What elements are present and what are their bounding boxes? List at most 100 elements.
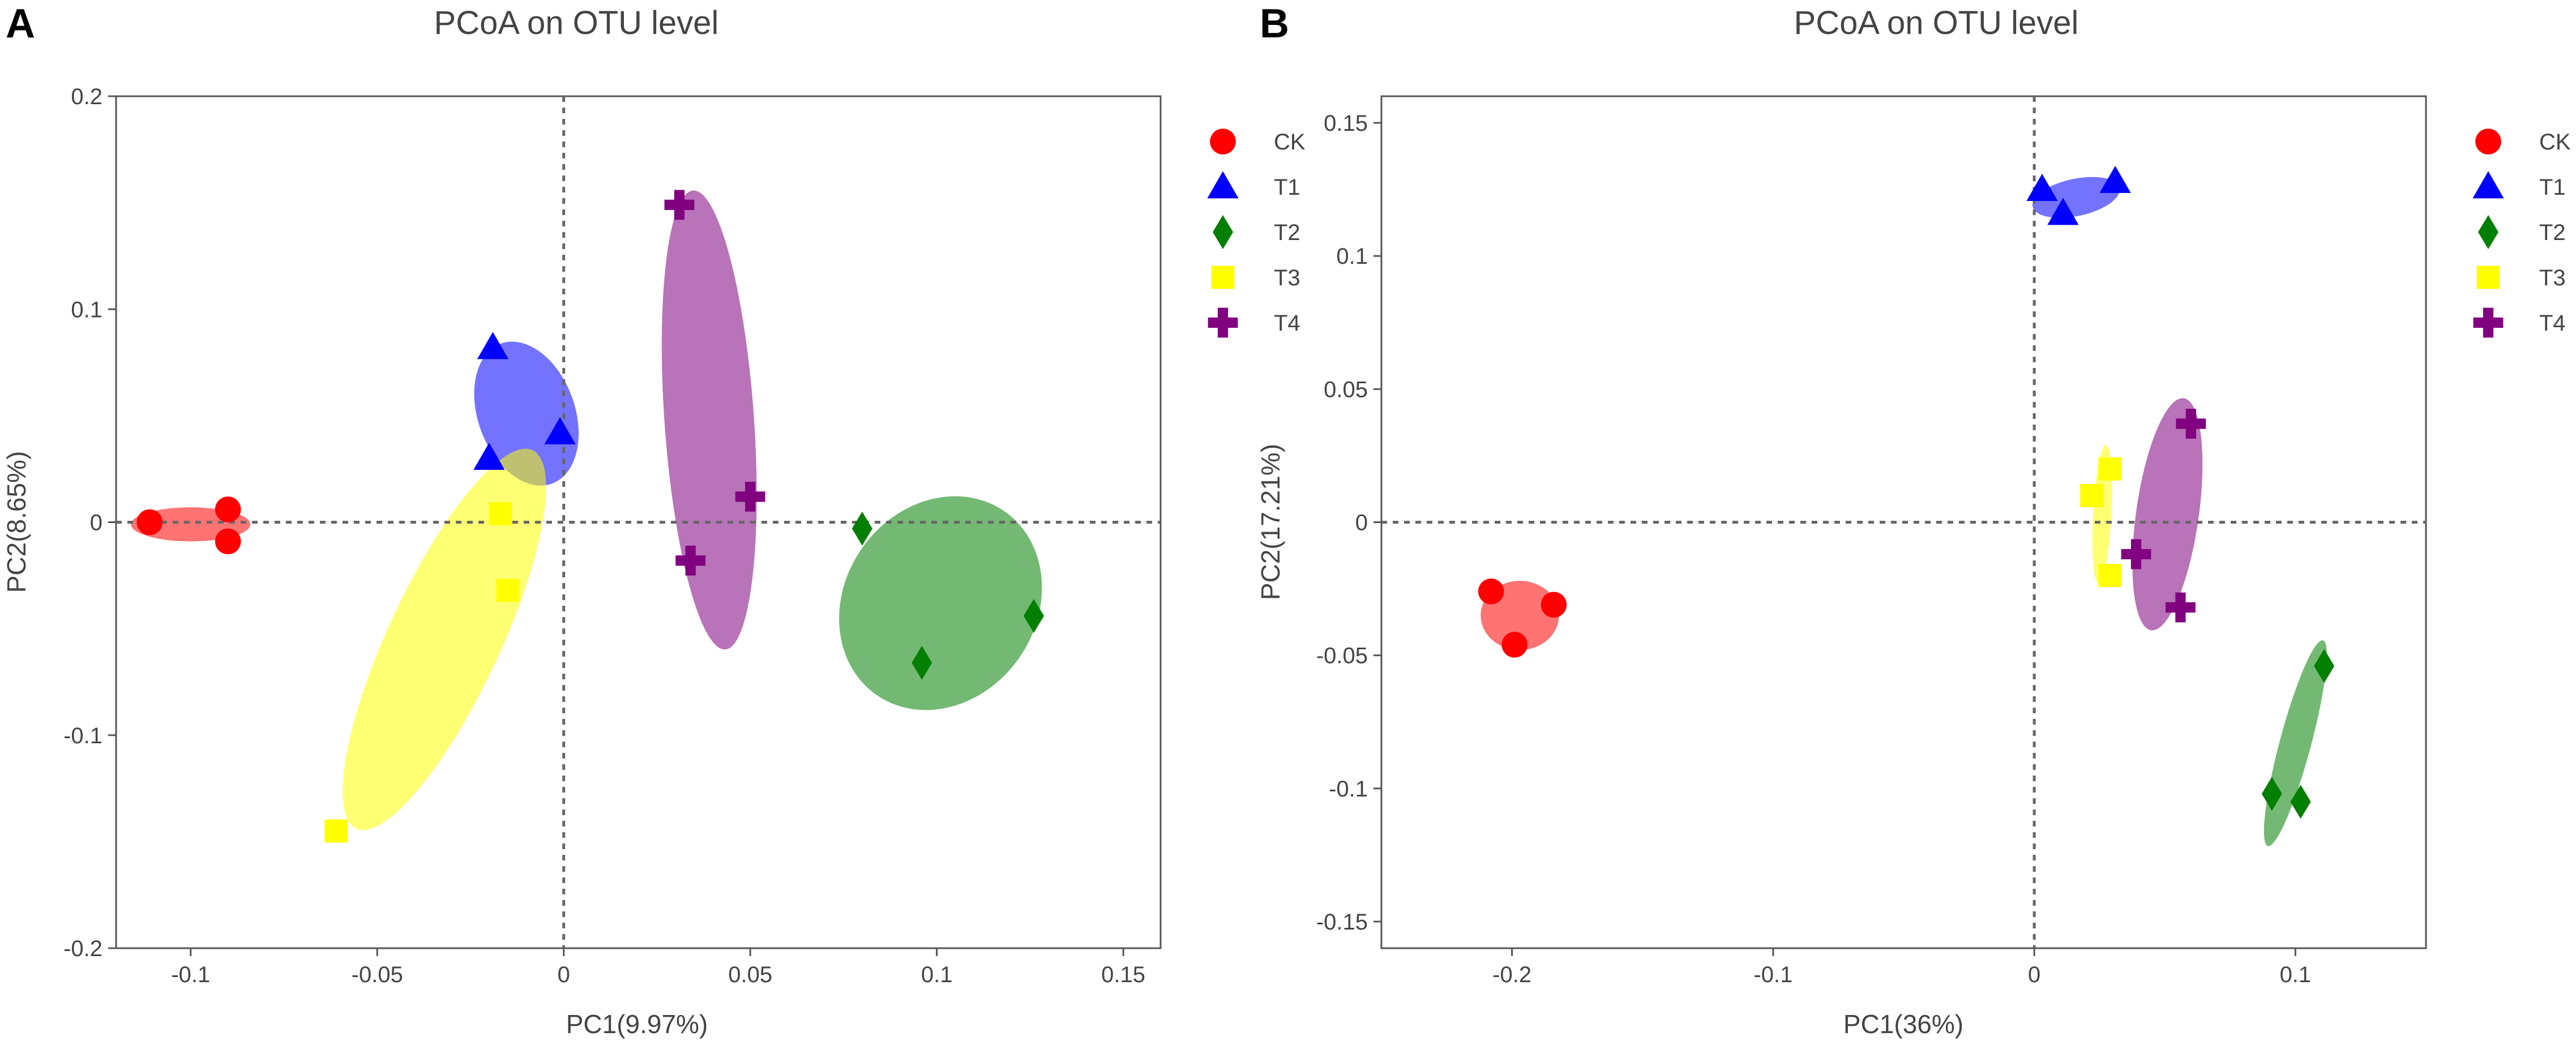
legend-item-t2: T2 (2478, 215, 2566, 249)
y-tick-label: 0.1 (1336, 244, 1368, 269)
legend-marker-t2 (2478, 215, 2498, 249)
x-tick-label: -0.05 (352, 962, 403, 987)
reference-lines-b (1381, 96, 2426, 948)
point-t2 (851, 511, 872, 546)
legend-label: T4 (2539, 311, 2566, 336)
x-ticks-a: -0.1 -0.05 0 0.05 0.1 0.15 (171, 948, 1145, 987)
y-tick-label: -0.1 (1329, 777, 1368, 802)
x-tick-label: 0 (2028, 962, 2040, 987)
point-t2 (2261, 777, 2282, 811)
y-tick-label: 0.1 (71, 297, 102, 322)
point-t3 (2098, 457, 2122, 481)
y-tick-label: -0.15 (1316, 910, 1368, 935)
panel-letter-b: B (1260, 1, 1289, 46)
point-t1 (2047, 198, 2079, 225)
x-ticks-b: -0.2 -0.1 0 0.1 (1492, 948, 2311, 987)
point-t1 (473, 443, 505, 470)
point-t3 (2080, 484, 2103, 507)
point-t1 (2026, 174, 2058, 202)
point-t2 (2314, 649, 2335, 683)
legend-b: CK T1 T2 T3 T4 (2472, 129, 2571, 338)
legend-item-t4: T4 (2473, 307, 2566, 338)
point-t4 (2166, 592, 2196, 623)
chart-title-a: PCoA on OTU level (434, 5, 719, 41)
ellipse-t1 (474, 341, 579, 486)
point-t1 (544, 417, 576, 444)
panel-a: A PCoA on OTU level -0.1 -0.05 0 0.05 0.1 0.1… (2, 1, 1306, 1039)
legend-label: CK (2539, 130, 2571, 155)
ellipses-a (131, 190, 1042, 830)
legend-marker-t1 (2472, 171, 2504, 199)
point-t1 (2099, 165, 2131, 193)
y-tick-label: -0.05 (1316, 644, 1368, 669)
legend-marker-t1 (1207, 171, 1239, 199)
point-t1 (477, 332, 509, 359)
point-t4 (735, 481, 765, 512)
y-tick-label: -0.1 (63, 723, 102, 748)
x-tick-label: -0.1 (1753, 962, 1792, 987)
legend-marker-t3 (1211, 265, 1235, 289)
point-ck (136, 509, 163, 536)
legend-label: T2 (1274, 220, 1300, 245)
point-t3 (2098, 564, 2122, 587)
x-axis-label-b: PC1(36%) (1843, 1009, 1963, 1039)
point-t4 (675, 545, 706, 576)
y-axis-label-b: PC2(17.21%) (1256, 444, 1285, 600)
point-t2 (912, 645, 932, 680)
legend-label: T1 (1274, 175, 1300, 200)
point-ck (215, 528, 241, 555)
point-ck (1541, 592, 1567, 618)
ellipses-b (1480, 177, 2327, 846)
legend-marker-ck (2475, 129, 2501, 155)
point-t4 (2176, 409, 2206, 439)
panel-b: B PCoA on OTU level -0.2 -0.1 0 0.1 -0.15-0… (1256, 1, 2571, 1039)
points-b (1478, 165, 2335, 819)
ellipse-t2 (839, 496, 1042, 710)
legend-marker-t3 (2476, 265, 2500, 289)
y-tick-label: 0 (1355, 511, 1368, 536)
x-tick-label: -0.1 (171, 962, 210, 987)
y-ticks-b: -0.15 -0.1 -0.05 0 0.05 0.1 0.15 (1316, 111, 1381, 935)
legend-label: T3 (2539, 265, 2566, 290)
y-tick-label: 0 (90, 511, 102, 536)
point-t4 (664, 190, 695, 220)
y-ticks-a: -0.2 -0.1 0 0.1 0.2 (63, 84, 116, 961)
legend-marker-t2 (1213, 215, 1233, 249)
ellipse-t4 (2132, 398, 2203, 631)
x-tick-label: 0.05 (728, 962, 772, 987)
legend-item-ck: CK (2475, 129, 2571, 155)
y-axis-label-a: PC2(8.65%) (2, 451, 31, 593)
legend-label: T1 (2539, 175, 2566, 200)
point-t2 (1023, 599, 1044, 633)
legend-item-t1: T1 (1207, 171, 1300, 200)
y-tick-label: -0.2 (63, 936, 102, 961)
legend-label: T4 (1274, 311, 1300, 336)
point-t3 (489, 502, 512, 525)
legend-a: CK T1 T2 T3 T4 (1207, 129, 1306, 338)
y-tick-label: 0.2 (71, 84, 102, 109)
legend-item-t1: T1 (2472, 171, 2566, 200)
x-tick-label: 0 (558, 962, 570, 987)
legend-item-ck: CK (1210, 129, 1306, 155)
point-t3 (496, 579, 520, 602)
ellipse-t3 (343, 448, 546, 830)
ellipse-t1 (2032, 177, 2120, 218)
point-ck (215, 496, 241, 522)
legend-marker-ck (1210, 129, 1236, 155)
x-tick-label: 0.1 (2280, 962, 2312, 987)
point-ck (1501, 632, 1528, 658)
legend-item-t3: T3 (1211, 265, 1300, 290)
x-axis-label-a: PC1(9.97%) (566, 1009, 708, 1039)
y-tick-label: 0.05 (1324, 377, 1368, 402)
chart-title-b: PCoA on OTU level (1794, 5, 2079, 41)
legend-item-t4: T4 (1208, 307, 1300, 338)
legend-label: CK (1274, 130, 1306, 155)
points-a (136, 190, 1044, 843)
legend-item-t2: T2 (1213, 215, 1300, 249)
point-ck (1478, 578, 1504, 605)
y-tick-label: 0.15 (1324, 111, 1368, 136)
legend-label: T3 (1274, 265, 1300, 290)
point-t3 (324, 819, 348, 843)
legend-label: T2 (2539, 220, 2566, 245)
